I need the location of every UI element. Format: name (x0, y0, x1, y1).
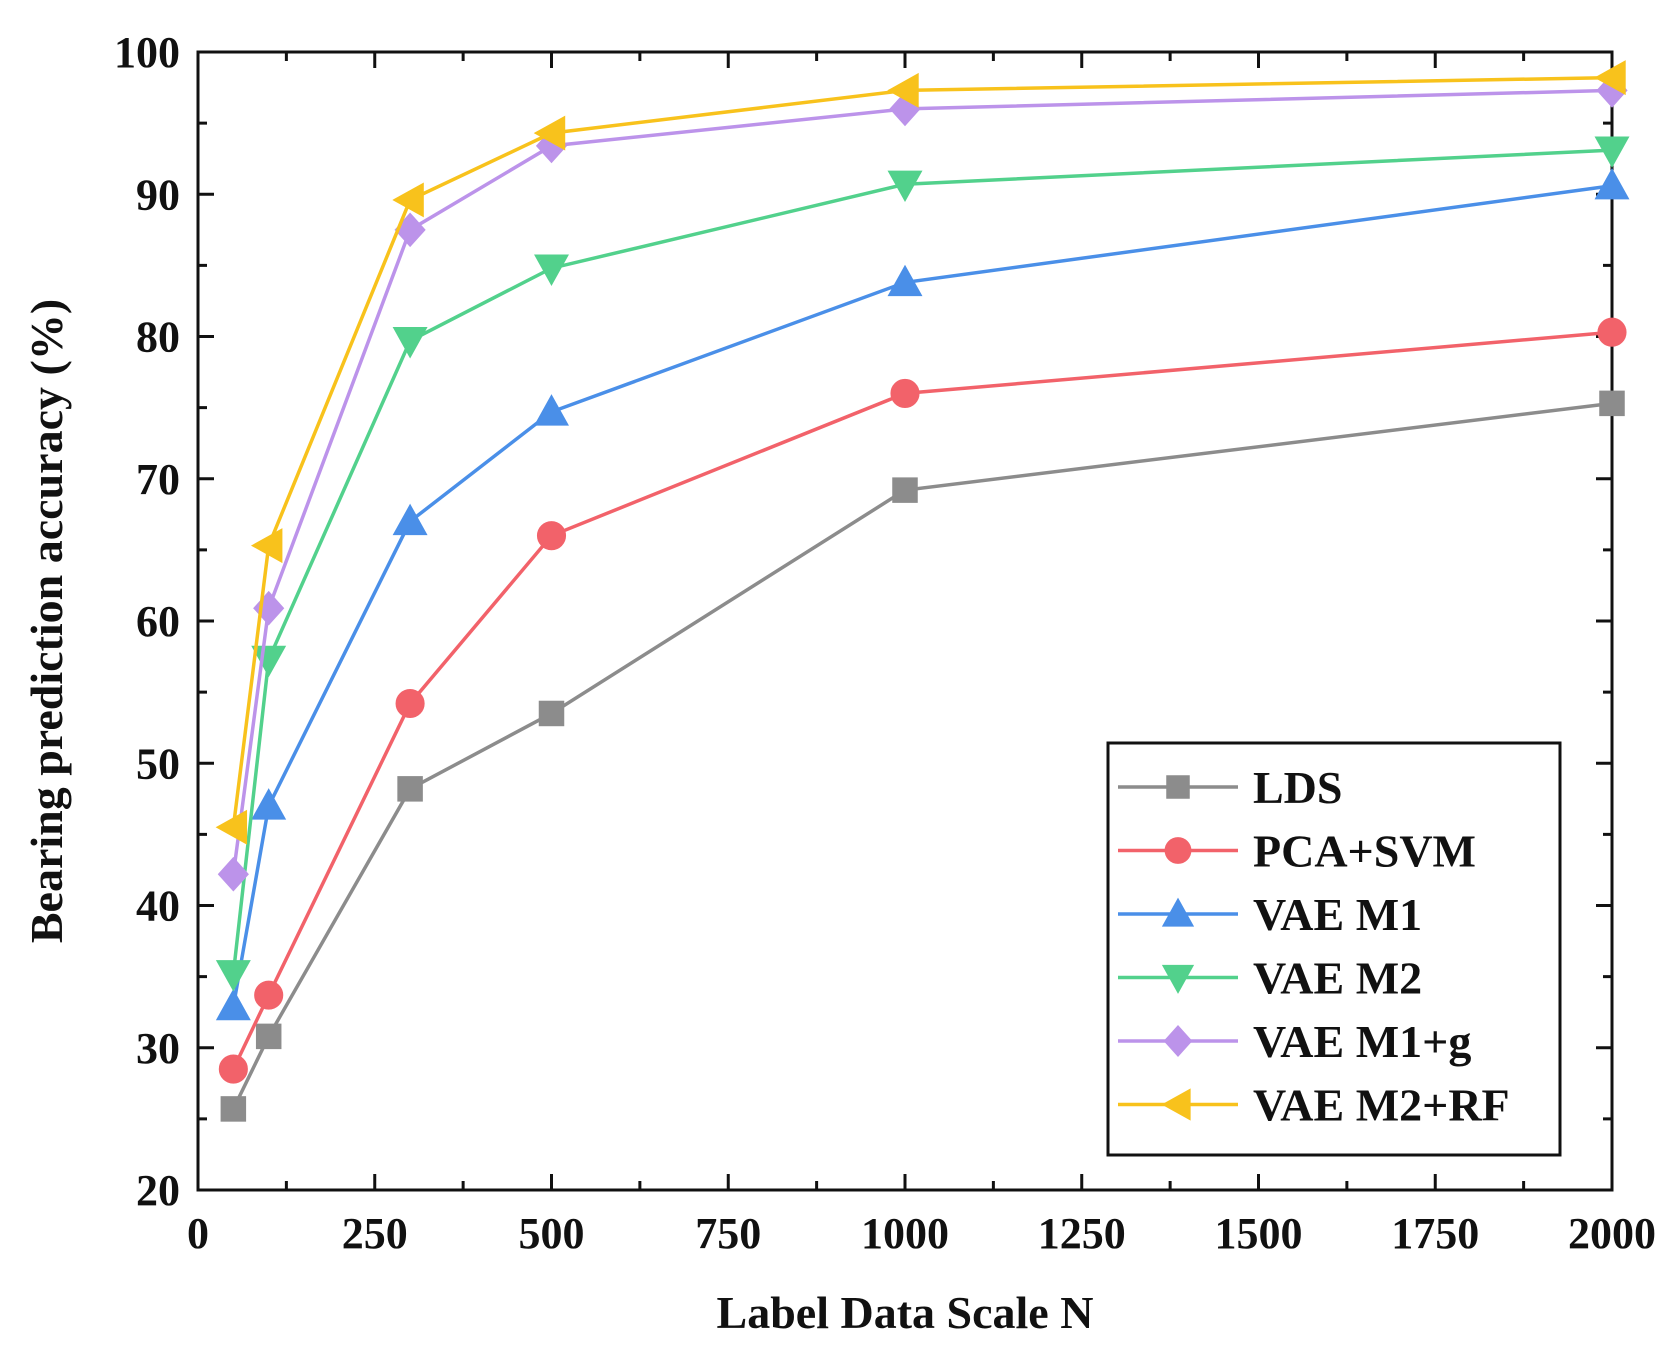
legend-label-lds: LDS (1253, 762, 1342, 813)
x-tick-label: 750 (695, 1209, 761, 1258)
data-point-vae-m2 (534, 254, 569, 286)
data-point-vae-m2-rf (887, 72, 919, 108)
series-vae-m1-g (217, 73, 1628, 892)
data-point-lds (397, 776, 423, 802)
data-point-lds (220, 1096, 247, 1122)
series-pca-svm (218, 317, 1627, 1084)
x-tick-label: 500 (519, 1209, 585, 1258)
legend-marker-lds (1166, 775, 1190, 799)
data-point-vae-m2 (392, 327, 428, 359)
data-point-vae-m2-rf (1594, 60, 1626, 96)
data-point-vae-m1 (215, 988, 251, 1021)
legend-item-vae-m1: VAE M1 (1118, 889, 1422, 940)
data-point-lds (255, 1023, 282, 1050)
data-point-pca-svm (890, 378, 920, 408)
data-point-vae-m1 (251, 788, 287, 820)
legend-box (1106, 741, 1562, 1157)
series-vae-m1 (215, 167, 1630, 1021)
data-point-pca-svm (395, 688, 425, 719)
legend-marker-vae-m2 (1161, 964, 1195, 994)
legend-label-vae-m2-rf: VAE M2+RF (1253, 1080, 1510, 1131)
y-tick-label: 30 (136, 1024, 180, 1073)
data-point-vae-m2-rf (392, 182, 424, 218)
legend-label-pca-svm: PCA+SVM (1253, 826, 1476, 877)
data-point-vae-m2 (887, 170, 923, 203)
data-point-pca-svm (254, 980, 284, 1010)
y-tick-label: 80 (136, 313, 180, 362)
x-tick-label: 0 (187, 1209, 209, 1258)
data-point-vae-m1 (887, 264, 923, 297)
legend-item-lds: LDS (1118, 762, 1342, 813)
data-point-pca-svm (536, 521, 567, 551)
x-tick-label: 2000 (1568, 1209, 1656, 1258)
legend-marker-vae-m1-g (1163, 1025, 1193, 1057)
legend-item-vae-m2-rf: VAE M2+RF (1118, 1080, 1510, 1131)
data-point-vae-m1 (1594, 167, 1630, 200)
series-vae-m2-rf (215, 60, 1626, 845)
data-point-vae-m1-g (217, 856, 249, 892)
legend-label-vae-m1-g: VAE M1+g (1253, 1016, 1471, 1067)
series-line-vae-m2-rf (231, 75, 1613, 828)
legend-item-vae-m2: VAE M2 (1118, 953, 1422, 1004)
y-tick-label: 40 (136, 882, 180, 931)
data-point-pca-svm (1597, 317, 1627, 347)
x-tick-label: 250 (342, 1209, 408, 1258)
data-point-lds (538, 700, 565, 727)
data-point-vae-m1 (392, 503, 428, 536)
x-tick-label: 1500 (1215, 1209, 1303, 1258)
data-point-vae-m2-rf (250, 528, 283, 564)
series-line-vae-m2 (231, 148, 1613, 974)
series-vae-m2 (215, 136, 1630, 992)
data-point-lds (892, 477, 918, 503)
legend-marker-vae-m2-rf (1161, 1088, 1191, 1121)
data-point-vae-m1 (534, 394, 569, 426)
y-tick-label: 20 (136, 1166, 180, 1215)
data-point-pca-svm (218, 1054, 248, 1084)
legend-label-vae-m2: VAE M2 (1253, 953, 1422, 1004)
data-point-vae-m1-g (394, 212, 426, 248)
y-tick-label: 50 (136, 739, 180, 788)
x-tick-label: 1750 (1391, 1209, 1479, 1258)
data-point-vae-m2-rf (215, 809, 248, 845)
y-axis-title: Bearing prediction accuracy (%) (21, 299, 72, 943)
series-lds (220, 390, 1625, 1122)
series-line-vae-m1-g (231, 88, 1613, 875)
data-point-vae-m2 (1594, 136, 1630, 168)
data-point-vae-m2 (251, 645, 287, 678)
x-tick-label: 1000 (861, 1209, 949, 1258)
data-point-lds (1599, 390, 1625, 417)
data-point-vae-m2 (215, 960, 251, 992)
y-tick-label: 60 (136, 597, 180, 646)
legend-marker-vae-m1 (1161, 897, 1195, 927)
x-axis-title: Label Data Scale N (717, 1287, 1094, 1338)
legend-item-pca-svm: PCA+SVM (1118, 826, 1476, 877)
y-tick-label: 100 (114, 28, 180, 77)
legend-item-vae-m1-g: VAE M1+g (1118, 1016, 1471, 1067)
y-tick-label: 90 (136, 170, 180, 219)
x-tick-label: 1250 (1038, 1209, 1126, 1258)
legend-label-vae-m1: VAE M1 (1253, 889, 1422, 940)
series-line-vae-m1 (231, 183, 1613, 1007)
data-point-vae-m2-rf (533, 115, 566, 151)
legend-marker-pca-svm (1164, 837, 1192, 864)
y-tick-label: 70 (136, 455, 180, 504)
